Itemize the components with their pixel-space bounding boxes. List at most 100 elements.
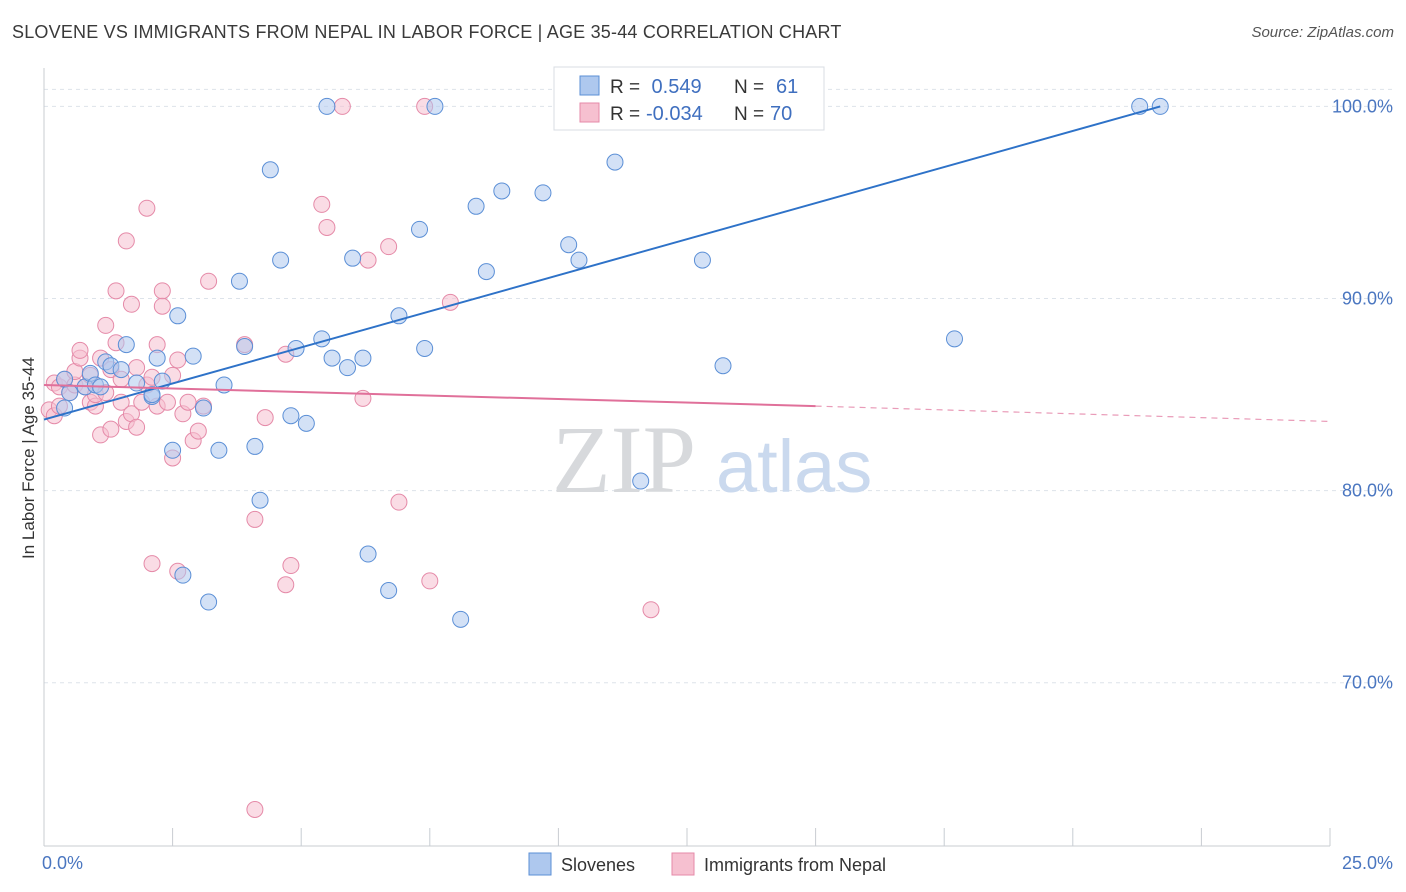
- slovene-point-36: [338, 359, 356, 377]
- nepal-point-53: [246, 510, 264, 528]
- slovene-point-45: [452, 610, 470, 628]
- slovene-point-38: [354, 349, 372, 367]
- legend-blue-n-label: N =: [734, 77, 764, 98]
- slovene-point-33: [313, 330, 331, 348]
- y-tick-label-3: 100.0%: [1332, 96, 1393, 116]
- y-axis-label: In Labor Force | Age 35-44: [19, 357, 38, 559]
- series-legend: Slovenes Immigrants from Nepal: [528, 852, 886, 876]
- slovene-point-35: [323, 349, 341, 367]
- chart-source: Source: ZipAtlas.com: [1251, 24, 1394, 41]
- nepal-point-47: [179, 393, 197, 411]
- nepal-point-59: [318, 218, 336, 236]
- legend-pink-r-value: -0.034: [646, 103, 703, 125]
- slovene-point-9: [112, 361, 130, 379]
- nepal-point-51: [200, 272, 218, 290]
- nepal-point-21: [102, 420, 120, 438]
- nepal-point-62: [359, 251, 377, 269]
- slovene-point-20: [194, 399, 212, 417]
- nepal-point-55: [277, 576, 295, 594]
- nepal-point-58: [313, 195, 331, 213]
- legend-blue-r-label: R =: [610, 77, 640, 98]
- grid-layer: [44, 88, 1394, 684]
- nepal-point-27: [117, 232, 135, 250]
- nepal-point-54: [256, 409, 274, 427]
- slovene-point-16: [164, 441, 182, 459]
- slovene-point-37: [344, 249, 362, 267]
- slovene-point-34: [318, 97, 336, 115]
- nepal-point-63: [380, 238, 398, 256]
- slovene-point-49: [534, 184, 552, 202]
- nepal-point-31: [128, 359, 146, 377]
- legend-pink-swatch: [579, 102, 600, 123]
- stats-legend: R = 0.549 N = 61 R = -0.034 N = 70: [553, 66, 825, 131]
- slovene-point-22: [210, 441, 228, 459]
- tick-labels: 70.0% 80.0% 90.0% 100.0% 0.0% 25.0%: [42, 96, 1393, 873]
- nepal-point-19: [97, 316, 115, 334]
- slovene-point-17: [169, 307, 187, 325]
- y-tick-label-1: 80.0%: [1342, 481, 1393, 501]
- series-legend-blue-swatch: [528, 852, 552, 876]
- slovene-point-19: [184, 347, 202, 365]
- nepal-point-60: [333, 97, 351, 115]
- legend-blue-swatch: [579, 75, 600, 96]
- slovene-point-27: [251, 491, 269, 509]
- nepal-point-64: [390, 493, 408, 511]
- nepal-point-36: [143, 555, 161, 573]
- slovene-point-53: [632, 472, 650, 490]
- slovene-point-30: [282, 407, 300, 425]
- slovene-point-26: [246, 437, 264, 455]
- x-tick-label-min: 0.0%: [42, 853, 83, 873]
- nepal-point-33: [138, 199, 156, 217]
- slovene-point-32: [297, 414, 315, 432]
- nepal-point-40: [153, 297, 171, 315]
- slovene-point-55: [693, 251, 711, 269]
- series-legend-blue-label: Slovenes: [561, 855, 635, 875]
- x-tick-label-max: 25.0%: [1342, 853, 1393, 873]
- slovene-point-59: [945, 330, 963, 348]
- watermark-atlas: atlas: [716, 425, 872, 508]
- slovene-point-29: [272, 251, 290, 269]
- watermark: ZIP atlas: [552, 406, 872, 513]
- nepal-point-49: [189, 422, 207, 440]
- legend-pink-n-label: N =: [734, 104, 764, 125]
- slovene-point-28: [261, 161, 279, 179]
- chart-title: SLOVENE VS IMMIGRANTS FROM NEPAL IN LABO…: [12, 22, 842, 42]
- slovene-point-25: [236, 338, 254, 356]
- slovene-point-24: [230, 272, 248, 290]
- slovene-point-47: [477, 263, 495, 281]
- series-legend-pink-swatch: [671, 852, 695, 876]
- nepal-trend-line: [43, 383, 816, 408]
- nepal-point-23: [107, 282, 125, 300]
- nepal-point-44: [169, 351, 187, 369]
- legend-pink-n-value: 70: [770, 103, 792, 125]
- slovene-point-50: [560, 236, 578, 254]
- axes-layer: [43, 68, 1331, 847]
- slovene-point-39: [359, 545, 377, 563]
- slovenes-trend-line: [43, 105, 1161, 421]
- slovene-point-2: [61, 384, 79, 402]
- series-legend-pink-label: Immigrants from Nepal: [704, 855, 886, 875]
- trend-layer: [43, 105, 1331, 423]
- nepal-point-10: [71, 341, 89, 359]
- nepal-point-30: [128, 418, 146, 436]
- slovene-point-43: [416, 339, 434, 357]
- slovene-point-51: [570, 251, 588, 269]
- y-tick-label-2: 90.0%: [1342, 289, 1393, 309]
- slovene-point-14: [148, 349, 166, 367]
- nepal-point-28: [122, 295, 140, 313]
- legend-blue-r-value: 0.549: [646, 76, 702, 98]
- nepal-point-68: [642, 601, 660, 619]
- slovene-point-48: [493, 182, 511, 200]
- slovene-point-52: [606, 153, 624, 171]
- slovene-point-10: [117, 336, 135, 354]
- slovene-point-21: [200, 593, 218, 611]
- nepal-point-66: [421, 572, 439, 590]
- nepal-trend-extension: [815, 405, 1331, 423]
- nepal-point-57: [282, 557, 300, 575]
- slovene-point-42: [411, 220, 429, 238]
- nepal-point-69: [246, 801, 264, 819]
- nepal-point-41: [158, 393, 176, 411]
- slovene-point-56: [714, 357, 732, 375]
- slovene-point-46: [467, 197, 485, 215]
